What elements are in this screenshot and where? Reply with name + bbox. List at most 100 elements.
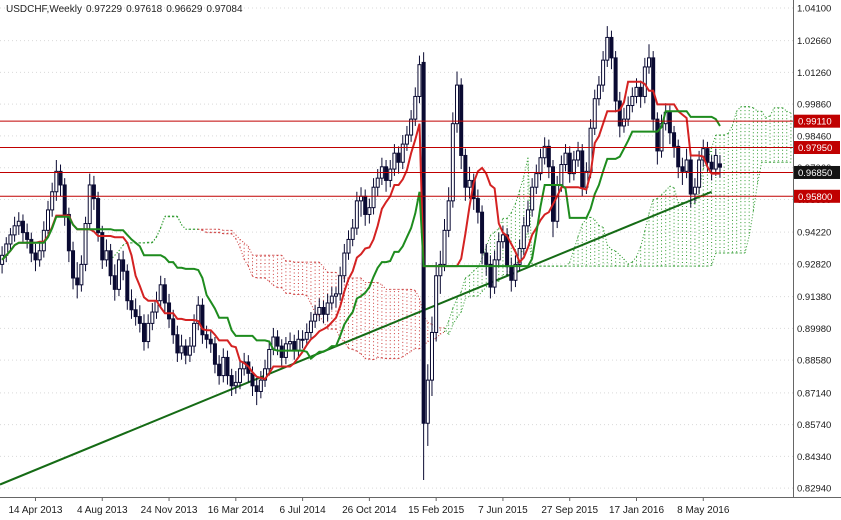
- senkou-a-line: [749, 106, 754, 109]
- price-badges[interactable]: 0.99110 0.97950 0.96850 0.95800: [794, 114, 840, 203]
- candle-body: [141, 322, 146, 343]
- open-value: 0.97229: [85, 4, 123, 15]
- candle-body: [108, 250, 113, 277]
- senkou-a-line: [665, 185, 671, 191]
- candle-body: [125, 270, 130, 302]
- senkou-a-line: [356, 350, 362, 355]
- senkou-a-line: [594, 219, 600, 226]
- senkou-a-line: [732, 111, 738, 126]
- senkou-b-line: [414, 290, 420, 299]
- y-axis-label: 1.01260: [797, 68, 831, 79]
- y-axis: 1.041001.026601.012600.998600.984600.970…: [797, 3, 831, 494]
- senkou-b-line: [465, 295, 470, 299]
- candle-body: [626, 105, 631, 120]
- senkou-a-line: [569, 249, 575, 263]
- senkou-b-line: [243, 242, 249, 247]
- candle-body: [404, 134, 409, 145]
- y-axis-label: 0.88580: [797, 356, 831, 367]
- senkou-b-line: [247, 246, 253, 256]
- senkou-a-line: [711, 134, 717, 148]
- candle-body: [288, 341, 293, 345]
- senkou-b-line: [181, 224, 187, 230]
- y-axis-label: 0.98460: [797, 131, 831, 142]
- senkou-b-line: [410, 288, 416, 291]
- price-badge[interactable]: [794, 189, 840, 203]
- candle-body: [692, 186, 697, 195]
- candles-layer: [0, 26, 722, 480]
- candle-body: [621, 118, 626, 127]
- candle-body: [359, 195, 364, 202]
- candle-body: [45, 209, 50, 231]
- candle-body: [371, 186, 376, 209]
- senkou-a-line: [310, 303, 316, 313]
- candle-body: [530, 186, 535, 211]
- senkou-b-line: [114, 250, 120, 256]
- senkou-b-line: [757, 162, 763, 184]
- candle-body: [713, 154, 718, 170]
- candle-body: [54, 170, 59, 193]
- candle-body: [513, 263, 518, 281]
- senkou-a-line: [448, 307, 454, 322]
- candle-body: [375, 177, 380, 188]
- candle-body: [267, 348, 272, 370]
- senkou-b-line: [707, 265, 712, 267]
- senkou-a-line: [273, 284, 278, 289]
- senkou-b-line: [444, 327, 450, 335]
- candle-body: [701, 148, 706, 161]
- y-axis-label: 1.04100: [797, 3, 831, 14]
- senkou-a-line: [452, 298, 458, 309]
- candle-body: [596, 84, 601, 100]
- senkou-a-line: [490, 231, 495, 236]
- senkou-a-line: [369, 358, 374, 361]
- candle-body: [225, 356, 230, 377]
- y-axis-label: 0.89980: [797, 324, 831, 335]
- candle-body: [129, 300, 134, 311]
- price-badge[interactable]: [794, 165, 840, 179]
- candle-body: [133, 309, 138, 318]
- senkou-a-line: [339, 337, 345, 342]
- x-axis-label: 27 Sep 2015: [541, 505, 598, 516]
- senkou-a-line: [657, 194, 662, 199]
- candle-body: [480, 211, 485, 254]
- senkou-a-line: [415, 347, 420, 350]
- senkou-a-line: [623, 258, 629, 265]
- candle-body: [71, 250, 76, 279]
- senkou-a-line: [727, 125, 733, 134]
- senkou-b-line: [318, 261, 324, 267]
- senkou-b-line: [239, 239, 245, 244]
- senkou-a-line: [527, 157, 533, 267]
- senkou-a-line: [235, 238, 241, 248]
- candle-body: [363, 195, 368, 215]
- senkou-b-line: [711, 252, 717, 266]
- candle-body: [196, 304, 201, 324]
- candle-body: [75, 277, 80, 286]
- senkou-b-line: [381, 284, 387, 290]
- y-axis-label: 0.82940: [797, 484, 831, 495]
- senkou-a-line: [264, 277, 270, 282]
- price-badge[interactable]: [794, 114, 840, 128]
- x-axis-label: 14 Apr 2013: [9, 505, 63, 516]
- candle-body: [150, 311, 155, 324]
- candle-body: [0, 254, 5, 265]
- candle-body: [304, 331, 309, 340]
- candle-body: [613, 57, 618, 102]
- senkou-a-line: [252, 275, 257, 279]
- senkou-a-line: [469, 270, 475, 276]
- candle-body: [392, 152, 397, 170]
- trendline[interactable]: [0, 190, 712, 486]
- senkou-a-line: [619, 254, 625, 260]
- candle-body: [192, 322, 197, 347]
- senkou-b-line: [235, 234, 241, 240]
- hlines-layer[interactable]: [0, 120, 793, 197]
- candle-body: [672, 132, 677, 147]
- x-axis-label: 26 Oct 2014: [342, 505, 397, 516]
- close-value: 0.97084: [206, 4, 243, 15]
- candle-body: [400, 143, 405, 163]
- trendline-layer[interactable]: [0, 190, 712, 486]
- price-badge[interactable]: [794, 141, 840, 155]
- symbol-period-label: USDCHF,Weekly: [6, 4, 82, 15]
- senkou-a-line: [360, 353, 366, 359]
- senkou-a-line: [460, 277, 466, 292]
- candle-body: [83, 223, 88, 265]
